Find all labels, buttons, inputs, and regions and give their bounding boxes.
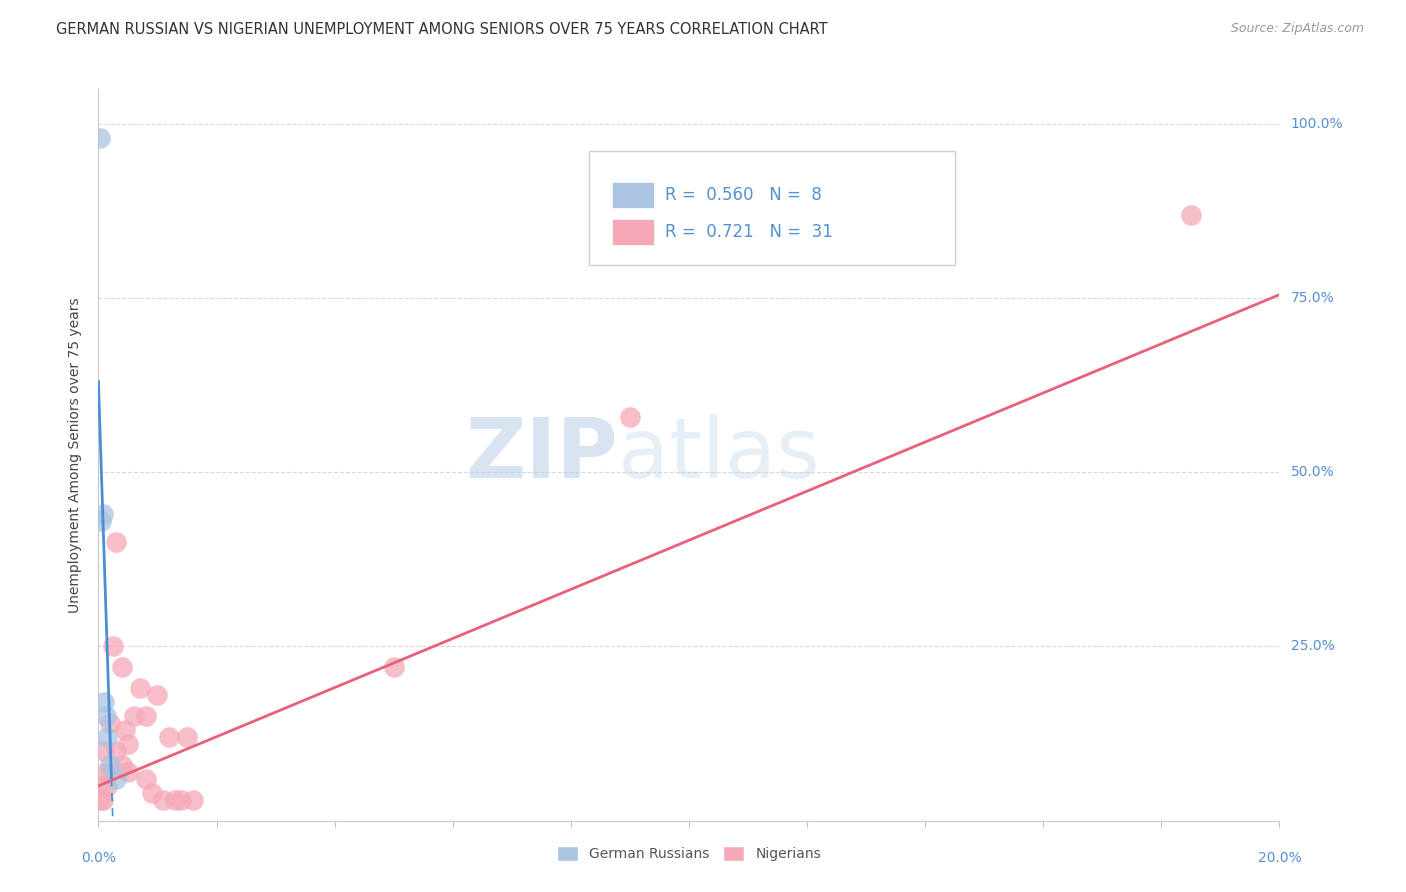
FancyBboxPatch shape xyxy=(612,182,654,209)
Point xyxy=(619,409,641,424)
Point xyxy=(382,660,405,674)
Point xyxy=(90,514,112,528)
Text: R =  0.721   N =  31: R = 0.721 N = 31 xyxy=(665,223,834,241)
Text: 20.0%: 20.0% xyxy=(1257,851,1302,865)
Point xyxy=(114,723,136,737)
Point xyxy=(135,709,157,723)
Point xyxy=(165,793,187,807)
Text: 100.0%: 100.0% xyxy=(1291,117,1343,131)
Text: R =  0.560   N =  8: R = 0.560 N = 8 xyxy=(665,186,823,204)
Point xyxy=(94,709,117,723)
Point xyxy=(103,640,125,654)
Point xyxy=(117,764,139,779)
Text: 25.0%: 25.0% xyxy=(1291,640,1334,654)
Point xyxy=(157,730,180,744)
Point xyxy=(141,786,163,800)
Text: 50.0%: 50.0% xyxy=(1291,466,1334,479)
Point xyxy=(93,695,115,709)
Text: atlas: atlas xyxy=(619,415,820,495)
Legend: German Russians, Nigerians: German Russians, Nigerians xyxy=(557,847,821,862)
Text: 75.0%: 75.0% xyxy=(1291,291,1334,305)
Point xyxy=(89,793,111,807)
FancyBboxPatch shape xyxy=(589,152,955,265)
Point xyxy=(93,744,115,758)
Point xyxy=(90,779,112,793)
FancyBboxPatch shape xyxy=(612,219,654,245)
Point xyxy=(170,793,193,807)
Point xyxy=(122,709,145,723)
Point xyxy=(117,737,139,751)
Text: Source: ZipAtlas.com: Source: ZipAtlas.com xyxy=(1230,22,1364,36)
Point xyxy=(111,660,134,674)
Point xyxy=(91,793,114,807)
Y-axis label: Unemployment Among Seniors over 75 years: Unemployment Among Seniors over 75 years xyxy=(69,297,83,613)
Point xyxy=(128,681,150,696)
Text: 0.0%: 0.0% xyxy=(82,851,115,865)
Point xyxy=(98,758,121,772)
Point xyxy=(89,131,111,145)
Point xyxy=(181,793,204,807)
Point xyxy=(152,793,174,807)
Point xyxy=(105,772,128,786)
Text: ZIP: ZIP xyxy=(465,415,619,495)
Point xyxy=(146,688,169,702)
Point xyxy=(111,758,134,772)
Point xyxy=(105,744,128,758)
Point xyxy=(94,764,117,779)
Point xyxy=(96,730,118,744)
Point xyxy=(1180,208,1202,222)
Point xyxy=(135,772,157,786)
Point xyxy=(98,764,121,779)
Text: GERMAN RUSSIAN VS NIGERIAN UNEMPLOYMENT AMONG SENIORS OVER 75 YEARS CORRELATION : GERMAN RUSSIAN VS NIGERIAN UNEMPLOYMENT … xyxy=(56,22,828,37)
Point xyxy=(176,730,198,744)
Point xyxy=(91,507,114,521)
Point xyxy=(105,535,128,549)
Point xyxy=(98,716,121,731)
Point xyxy=(96,779,118,793)
